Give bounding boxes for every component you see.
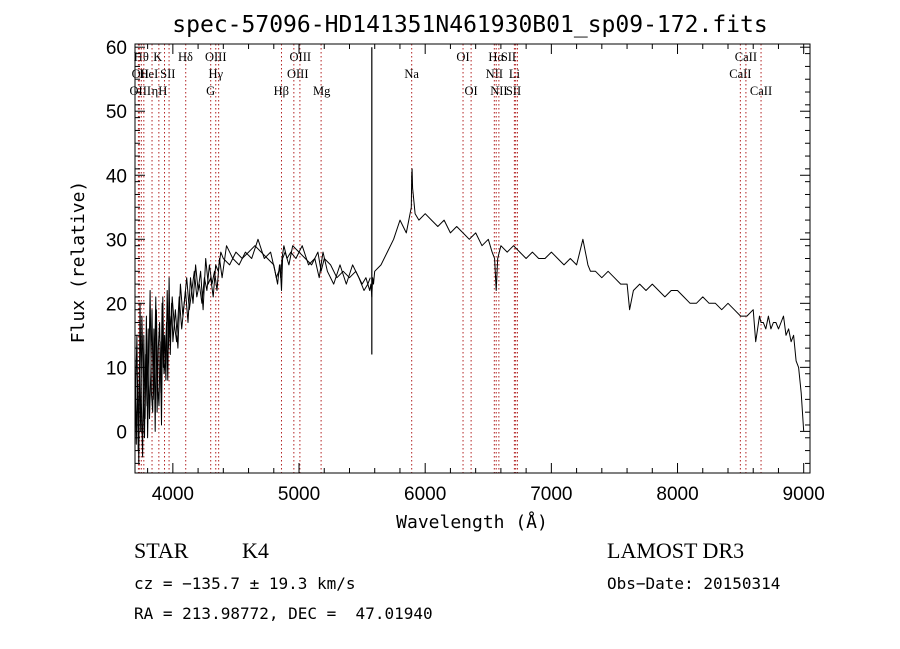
redshift-cz: cz = −135.7 ± 19.3 km/s [134,574,356,593]
marker-label: K [153,50,162,64]
marker-label: CaII [750,84,772,98]
marker-label: Hγ [208,67,223,81]
x-tick-label: 8000 [656,484,698,505]
x-tick-label: 7000 [530,484,572,505]
marker-label: OI [465,84,478,98]
y-tick-label: 40 [106,166,127,187]
marker-label: SII [501,50,516,64]
marker-label: Hβ [274,84,289,98]
x-tick-label: 4000 [152,484,194,505]
y-tick-label: 30 [106,230,127,251]
y-tick-label: 10 [106,358,127,379]
sky-coordinates: RA = 213.98772, DEC = 47.01940 [134,604,433,623]
marker-label: NII [486,67,503,81]
plot-frame [134,43,811,474]
marker-label: NII [490,84,507,98]
x-tick-label: 9000 [783,484,825,505]
marker-label: CaII [735,50,757,64]
marker-label: OI [456,50,469,64]
x-tick-label: 5000 [278,484,320,505]
marker-label: Mg [313,84,331,98]
y-tick-label: 60 [106,38,127,59]
marker-label: HeI [140,67,159,81]
marker-label: CaII [729,67,751,81]
marker-label: η [152,84,159,98]
object-class: STAR [134,538,189,563]
marker-label: OII [132,67,149,81]
marker-label: OIII [205,50,227,64]
marker-label: G [206,84,215,98]
y-tick-label: 50 [106,102,127,123]
marker-label: SII [160,67,175,81]
spectrum-series [134,47,805,464]
series-flux [134,168,805,464]
marker-label: Na [404,67,419,81]
object-subclass: K4 [242,538,269,563]
marker-label: Hα [488,50,504,64]
observation-date: Obs−Date: 20150314 [607,574,781,593]
y-tick-label: 0 [116,422,127,443]
y-tick-label: 20 [106,294,127,315]
axes: 4000 5000 6000 7000 8000 9000 0 10 20 30 40 50 60 [106,38,825,505]
y-axis-label: Flux (relative) [68,181,89,344]
marker-label: Hδ [178,50,193,64]
marker-label: SII [506,84,521,98]
x-tick-label: 6000 [404,484,446,505]
series-flux-noise [135,238,371,452]
survey-name: LAMOST DR3 [607,538,745,563]
marker-label: H [158,84,167,98]
x-axis-label: Wavelength (Å) [396,511,548,533]
marker-label: OIII [290,50,312,64]
marker-label: OIII [130,84,152,98]
marker-label: OIII [287,67,309,81]
chart-title: spec-57096-HD141351N461930B01_sp09-172.f… [172,12,767,38]
marker-label: Li [509,67,521,81]
